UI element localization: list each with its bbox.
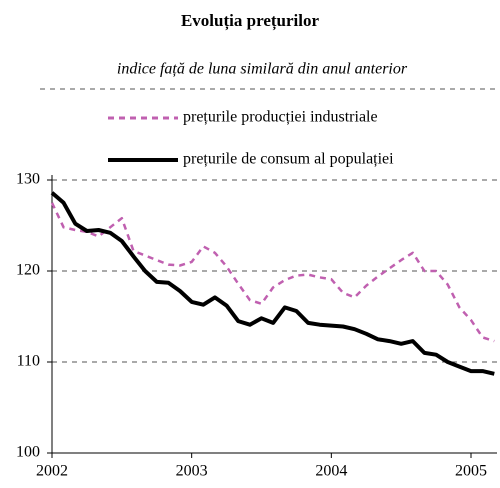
- x-tick-label: 2004: [315, 463, 347, 480]
- y-tick-label: 120: [16, 262, 40, 279]
- x-tick-label: 2002: [36, 463, 68, 480]
- legend-label: prețurile de consum al populației: [183, 151, 394, 168]
- series-line: [50, 191, 495, 376]
- x-tick-label: 2003: [176, 463, 208, 480]
- series-line: [50, 202, 495, 343]
- y-tick-label: 110: [17, 353, 40, 370]
- chart-title: Evoluția prețurilor: [181, 11, 319, 31]
- y-tick-label: 100: [16, 444, 40, 461]
- x-tick-label: 2005: [455, 463, 487, 480]
- y-tick-label: 130: [16, 171, 40, 188]
- chart-subtitle: indice față de luna similară din anul an…: [117, 61, 408, 78]
- legend-label: prețurile producției industriale: [183, 109, 378, 126]
